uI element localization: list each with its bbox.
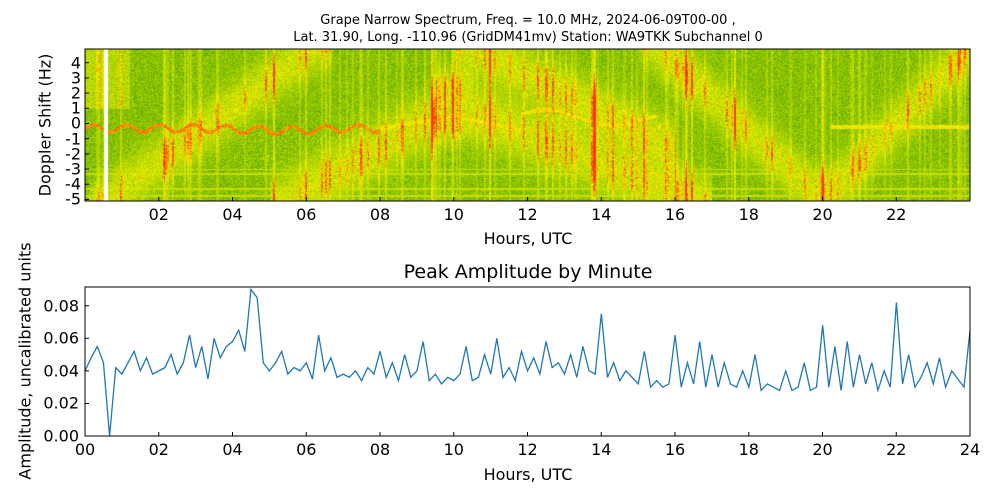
amplitude-xtick-label: 24 xyxy=(959,440,981,459)
spectrum-title-line2: Lat. 31.90, Long. -110.96 (GridDM41mv) S… xyxy=(293,30,763,45)
spectrum-xtick-label: 10 xyxy=(443,205,464,224)
spectrum-xtick-label: 04 xyxy=(222,205,243,224)
spectrum-xtick-label: 16 xyxy=(664,205,686,224)
spectrum-xtick-label: 20 xyxy=(812,205,833,224)
amplitude-xtick-label: 04 xyxy=(222,440,243,459)
amplitude-ytick-label: 0.08 xyxy=(43,296,79,316)
amplitude-ytick-label: 0.06 xyxy=(43,328,79,348)
spectrum-ytick-label: -3 xyxy=(65,159,81,179)
spectrum-title-line1: Grape Narrow Spectrum, Freq. = 10.0 MHz,… xyxy=(320,13,736,28)
spectrogram-image xyxy=(85,49,970,201)
amplitude-ytick-label: 0.02 xyxy=(43,393,79,413)
spectrum-xlabel: Hours, UTC xyxy=(483,229,573,248)
amplitude-title: Peak Amplitude by Minute xyxy=(403,261,653,283)
spectrum-xtick-label: 08 xyxy=(369,205,391,224)
amplitude-xtick-label: 10 xyxy=(443,440,464,459)
amplitude-xtick-label: 20 xyxy=(812,440,833,459)
spectrum-ytick-label: 4 xyxy=(70,53,81,73)
amplitude-xtick-label: 08 xyxy=(369,440,391,459)
spectrum-xtick-label: 12 xyxy=(517,205,538,224)
amplitude-series-line xyxy=(84,287,971,437)
spectrum-ytick-label: -5 xyxy=(65,189,81,209)
amplitude-xtick-label: 18 xyxy=(738,440,759,459)
spectrum-ytick-label: 1 xyxy=(70,98,81,118)
amplitude-xtick-label: 22 xyxy=(886,440,907,459)
amplitude-xtick-label: 06 xyxy=(296,440,317,459)
amplitude-xtick-label: 14 xyxy=(591,440,612,459)
spectrum-xtick-label: 18 xyxy=(738,205,759,224)
spectrum-xtick-label: 22 xyxy=(886,205,907,224)
spectrum-xtick-label: 02 xyxy=(148,205,169,224)
spectrum-ytick-label: 3 xyxy=(70,68,81,88)
amplitude-xtick-label: 00 xyxy=(74,440,96,459)
spectrum-ytick-label: 0 xyxy=(70,113,81,133)
amplitude-xtick-label: 16 xyxy=(664,440,686,459)
spectrum-ytick-label: -1 xyxy=(65,129,81,149)
spectrum-ytick-label: -4 xyxy=(65,174,81,194)
amplitude-ytick-label: 0.00 xyxy=(43,426,79,446)
spectrum-ytick-label: -2 xyxy=(65,144,81,164)
spectrum-plot-frame xyxy=(84,48,971,202)
amplitude-xlabel: Hours, UTC xyxy=(483,465,573,484)
amplitude-xtick-label: 12 xyxy=(517,440,538,459)
amplitude-ytick-label: 0.04 xyxy=(43,361,79,381)
spectrum-xtick-label: 14 xyxy=(591,205,612,224)
spectrum-ytick-label: 2 xyxy=(70,83,81,103)
amplitude-xtick-label: 02 xyxy=(148,440,169,459)
spectrum-xtick-label: 06 xyxy=(296,205,317,224)
